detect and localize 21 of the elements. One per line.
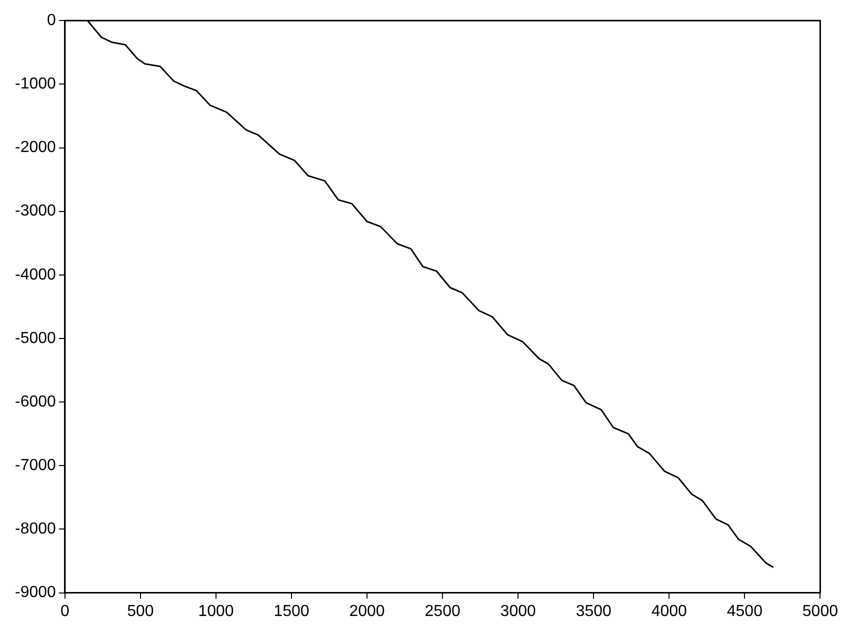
y-tick-label: -3000 bbox=[15, 202, 56, 220]
y-tick-label: -2000 bbox=[15, 139, 56, 156]
x-tick-label: 0 bbox=[60, 602, 70, 620]
y-tick-label: -1000 bbox=[15, 76, 56, 93]
x-tick-label: 5000 bbox=[802, 602, 838, 620]
y-tick-label: -4000 bbox=[15, 266, 56, 284]
y-tick-label: -7000 bbox=[15, 457, 56, 474]
x-tick-label: 4000 bbox=[651, 602, 688, 620]
x-tick-label: 3000 bbox=[500, 602, 536, 620]
x-tick-label: 2000 bbox=[349, 602, 385, 620]
y-tick-label: -5000 bbox=[15, 330, 56, 347]
x-tick-label: 4500 bbox=[726, 602, 763, 620]
y-tick-label: 0 bbox=[47, 12, 56, 30]
x-tick-label: 2500 bbox=[424, 602, 460, 620]
y-tick-label: -9000 bbox=[15, 584, 56, 602]
x-tick-label: 500 bbox=[127, 602, 154, 620]
x-tick-label: 3500 bbox=[576, 602, 612, 620]
x-tick-label: 1500 bbox=[274, 602, 310, 620]
x-tick-label: 1000 bbox=[198, 602, 234, 620]
y-tick-label: -6000 bbox=[15, 393, 56, 410]
y-tick-label: -8000 bbox=[15, 520, 56, 538]
